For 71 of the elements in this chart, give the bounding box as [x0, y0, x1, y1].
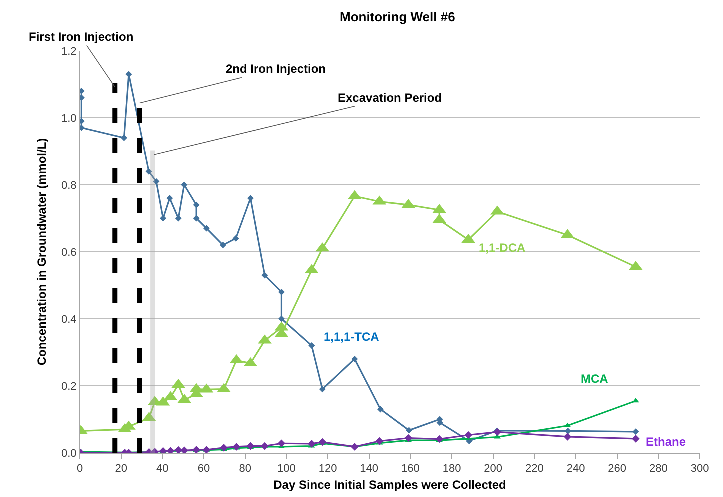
point — [376, 437, 384, 446]
point — [278, 440, 286, 448]
y-tick-label: 0.8 — [62, 180, 77, 192]
y-tick-label: 0.4 — [62, 314, 77, 326]
x-tick-label: 200 — [484, 463, 503, 476]
point — [193, 202, 200, 208]
x-tick-label: 60 — [198, 463, 210, 476]
point — [406, 427, 412, 434]
point — [319, 386, 326, 393]
series-label: Ethane — [646, 435, 686, 449]
point — [220, 444, 228, 452]
point — [166, 195, 174, 202]
point — [120, 134, 128, 142]
x-tick-label: 240 — [566, 463, 586, 476]
point — [632, 435, 640, 443]
y-tick-label: 1.0 — [62, 112, 77, 125]
y-tick-label: 0.0 — [62, 448, 77, 460]
x-tick-label: 260 — [608, 463, 627, 476]
y-tick-label: 1.2 — [62, 46, 77, 58]
point — [278, 288, 285, 296]
y-axis-title: Concentration in Groundwater (mmol/L) — [35, 138, 49, 366]
point — [203, 225, 210, 232]
x-tick-label: 120 — [318, 463, 338, 476]
point — [278, 316, 285, 322]
ref-line-label: First Iron Injection — [29, 30, 134, 44]
point — [166, 447, 175, 453]
point — [126, 71, 132, 78]
y-tick-label: 0.2 — [62, 380, 77, 393]
point — [436, 435, 444, 444]
band-label: Excavation Period — [338, 91, 442, 105]
point — [404, 434, 412, 442]
point — [308, 342, 316, 350]
point — [232, 235, 240, 242]
point — [494, 434, 501, 439]
point — [352, 356, 358, 362]
point — [377, 406, 384, 413]
x-tick-label: 220 — [525, 463, 544, 476]
point — [180, 446, 188, 453]
point — [175, 215, 182, 222]
point — [632, 428, 640, 436]
x-tick-label: 160 — [401, 463, 420, 476]
x-tick-label: 140 — [360, 463, 379, 476]
x-axis-title: Day Since Initial Samples were Collected — [274, 478, 506, 492]
chart-title: Monitoring Well #6 — [340, 10, 456, 25]
point — [153, 178, 160, 185]
point — [318, 438, 327, 446]
x-tick-label: 0 — [76, 463, 84, 476]
point — [246, 442, 255, 450]
point — [146, 168, 152, 175]
x-tick-label: 80 — [239, 463, 252, 476]
point — [564, 433, 572, 441]
series-label: 1,1,1-TCA — [324, 330, 380, 344]
x-tick-label: 40 — [156, 463, 169, 476]
point — [464, 431, 472, 440]
point — [564, 428, 572, 434]
x-tick-label: 20 — [115, 463, 128, 476]
point — [193, 215, 200, 222]
point — [350, 443, 359, 451]
ref-line-label: 2nd Iron Injection — [226, 62, 326, 76]
series-label: MCA — [581, 372, 609, 386]
x-tick-label: 100 — [277, 463, 296, 476]
point — [220, 242, 226, 249]
y-tick-label: 0.6 — [62, 246, 77, 259]
point — [160, 215, 167, 222]
point — [262, 272, 268, 279]
series-label: 1,1-DCA — [479, 241, 526, 255]
point — [181, 182, 188, 188]
x-tick-label: 180 — [442, 463, 462, 476]
x-tick-label: 300 — [690, 463, 710, 476]
x-tick-label: 280 — [649, 463, 668, 476]
point — [308, 440, 316, 448]
